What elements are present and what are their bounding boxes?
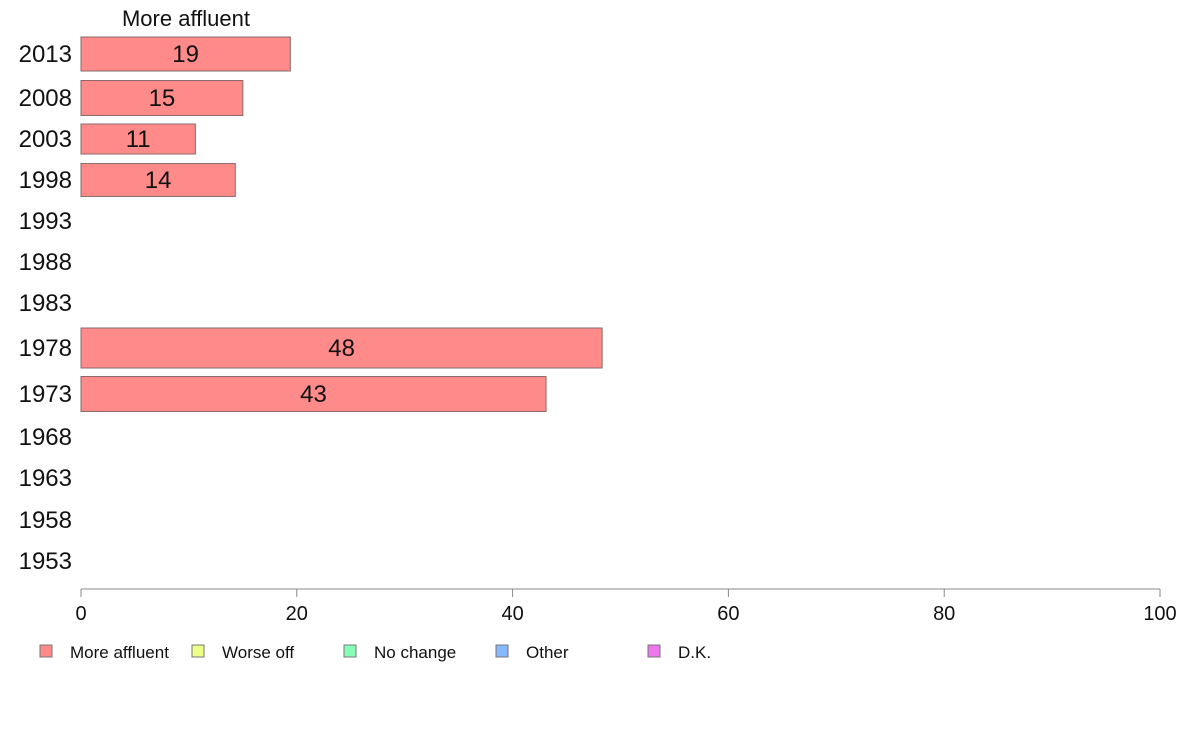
x-tick-label-60: 60	[717, 603, 739, 625]
legend-swatch-other	[495, 644, 509, 658]
x-tick-label-20: 20	[286, 603, 308, 625]
category-label-1988: 1988	[19, 249, 72, 276]
legend-swatch-d-k	[647, 644, 661, 658]
bar-1973	[80, 376, 547, 412]
x-tick-label-100: 100	[1143, 603, 1176, 625]
bar-2013	[80, 36, 291, 72]
category-label-1983: 1983	[19, 290, 72, 317]
category-label-1998: 1998	[19, 167, 72, 194]
bar-2008	[80, 80, 244, 116]
legend-swatch-no-change	[343, 644, 357, 658]
bar-1998	[80, 163, 236, 197]
legend: More affluent Worse off No change Other D.K.	[39, 643, 711, 662]
legend-label-no-change: No change	[374, 643, 456, 662]
bar-2003	[80, 123, 196, 155]
x-tick-label-40: 40	[501, 603, 523, 625]
x-tick-label-80: 80	[933, 603, 955, 625]
category-label-1973: 1973	[19, 381, 72, 408]
data-label-1998: 14	[145, 167, 172, 194]
category-label-1968: 1968	[19, 424, 72, 451]
data-label-2013: 19	[172, 41, 199, 68]
data-label-1978: 48	[328, 335, 355, 362]
data-label-1973: 43	[300, 381, 327, 408]
category-label-1963: 1963	[19, 465, 72, 492]
chart-title: More affluent	[122, 6, 250, 31]
category-label-1978: 1978	[19, 335, 72, 362]
legend-label-more-affluent: More affluent	[70, 643, 169, 662]
legend-swatch-worse-off	[191, 644, 205, 658]
x-tick-label-0: 0	[75, 603, 86, 625]
x-axis: 0 20 40 60 80 100	[75, 588, 1177, 625]
bar-1978	[80, 327, 603, 369]
data-label-2008: 15	[149, 85, 176, 112]
category-label-1993: 1993	[19, 208, 72, 235]
category-label-2008: 2008	[19, 85, 72, 112]
legend-label-d-k: D.K.	[678, 643, 711, 662]
legend-label-other: Other	[526, 643, 569, 662]
category-label-2013: 2013	[19, 41, 72, 68]
category-label-1958: 1958	[19, 507, 72, 534]
category-label-2003: 2003	[19, 126, 72, 153]
legend-label-worse-off: Worse off	[222, 643, 294, 662]
legend-swatch-more-affluent	[39, 644, 53, 658]
category-labels: 2013 2008 2003 1998 1993 1988 1983 1978 1973 1968…	[19, 41, 72, 575]
category-label-1953: 1953	[19, 548, 72, 575]
data-label-2003: 11	[126, 126, 151, 153]
